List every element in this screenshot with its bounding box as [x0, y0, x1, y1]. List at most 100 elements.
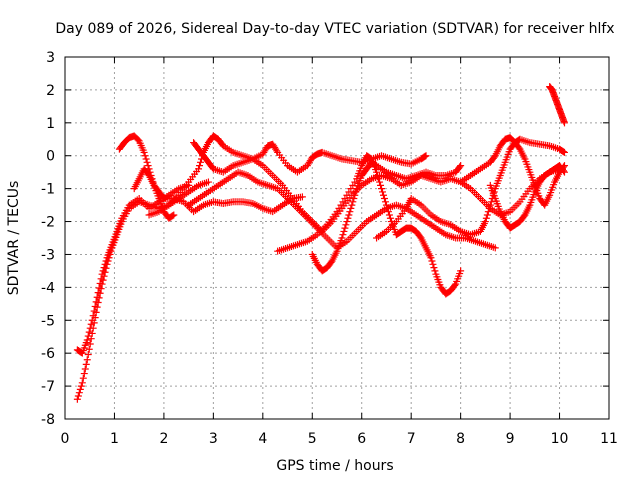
data-point	[481, 218, 489, 226]
data-point	[344, 214, 352, 222]
data-point	[343, 218, 351, 226]
trace-8	[274, 152, 465, 298]
data-point	[560, 119, 568, 127]
data-point	[101, 260, 109, 268]
data-point	[91, 302, 99, 310]
data-point	[169, 212, 177, 220]
data-point	[85, 345, 93, 353]
data-point	[382, 201, 390, 209]
x-axis-label: GPS time / hours	[276, 458, 393, 474]
data-point	[349, 198, 357, 206]
x-tick-label: 10	[551, 431, 569, 447]
data-point	[457, 267, 465, 275]
y-tick-label: 0	[46, 149, 55, 165]
data-point	[74, 392, 82, 400]
data-point	[94, 289, 102, 297]
data-point	[483, 211, 491, 219]
data-point	[76, 385, 84, 393]
data-point	[78, 379, 86, 387]
data-point	[560, 168, 568, 176]
y-tick-label: -4	[41, 280, 55, 296]
data-point	[456, 163, 464, 171]
data-point	[485, 204, 493, 212]
data-point	[196, 162, 204, 170]
data-point	[350, 195, 358, 203]
data-point	[100, 264, 108, 272]
data-point	[143, 158, 151, 166]
data-point	[428, 257, 436, 265]
data-point	[383, 204, 391, 212]
y-tick-label: -1	[41, 182, 55, 198]
x-tick-label: 2	[159, 431, 168, 447]
data-point	[560, 167, 568, 175]
data-point	[298, 193, 306, 201]
y-tick-label: -3	[41, 247, 55, 263]
x-tick-label: 7	[407, 431, 416, 447]
data-point	[422, 152, 430, 160]
trace-13	[546, 83, 568, 127]
data-point	[378, 185, 386, 193]
x-tick-label: 11	[600, 431, 618, 447]
data-point	[560, 148, 568, 156]
y-tick-label: 2	[46, 83, 55, 99]
y-tick-label: -5	[41, 313, 55, 329]
data-point	[102, 257, 110, 265]
data-point	[159, 193, 167, 201]
data-point	[77, 382, 85, 390]
data-point	[487, 198, 495, 206]
data-point	[457, 162, 465, 170]
x-tick-label: 9	[506, 431, 515, 447]
y-tick-label: -8	[41, 412, 55, 428]
data-point	[96, 279, 104, 287]
data-point	[347, 204, 355, 212]
data-point	[140, 148, 148, 156]
data-point	[482, 214, 490, 222]
x-tick-label: 0	[61, 431, 70, 447]
data-point	[427, 254, 435, 262]
data-point	[430, 264, 438, 272]
data-point	[346, 208, 354, 216]
data-point	[373, 168, 381, 176]
data-point	[84, 332, 92, 340]
data-point	[560, 148, 568, 156]
grid-lines	[65, 57, 609, 419]
data-point	[340, 227, 348, 235]
y-tick-label: -7	[41, 379, 55, 395]
data-point	[98, 270, 106, 278]
y-tick-label: -2	[41, 215, 55, 231]
data-point	[88, 316, 96, 324]
data-point	[144, 162, 152, 170]
data-point	[451, 281, 459, 289]
data-point	[84, 350, 92, 358]
data-point	[491, 244, 499, 252]
x-tick-label: 8	[456, 431, 465, 447]
data-point	[81, 365, 89, 373]
data-point	[273, 147, 281, 155]
data-point	[352, 188, 360, 196]
data-point	[431, 267, 439, 275]
data-point	[376, 178, 384, 186]
data-point	[170, 211, 178, 219]
y-tick-label: 1	[46, 116, 55, 132]
data-point	[95, 284, 103, 292]
data-point	[141, 152, 149, 160]
data-point	[89, 312, 97, 320]
x-tick-label: 6	[357, 431, 366, 447]
y-axis-label: SDTVAR / TECUs	[6, 181, 22, 296]
data-point	[204, 178, 212, 186]
data-point	[85, 328, 93, 336]
data-point	[379, 191, 387, 199]
data-point	[195, 165, 203, 173]
data-point	[197, 158, 205, 166]
data-markers	[73, 83, 568, 403]
data-point	[99, 267, 107, 275]
data-point	[345, 211, 353, 219]
trace-7	[185, 168, 499, 252]
data-point	[484, 208, 492, 216]
data-point	[384, 208, 392, 216]
data-point	[93, 293, 101, 301]
trace-12	[486, 162, 568, 232]
data-point	[79, 374, 87, 382]
data-point	[88, 329, 96, 337]
